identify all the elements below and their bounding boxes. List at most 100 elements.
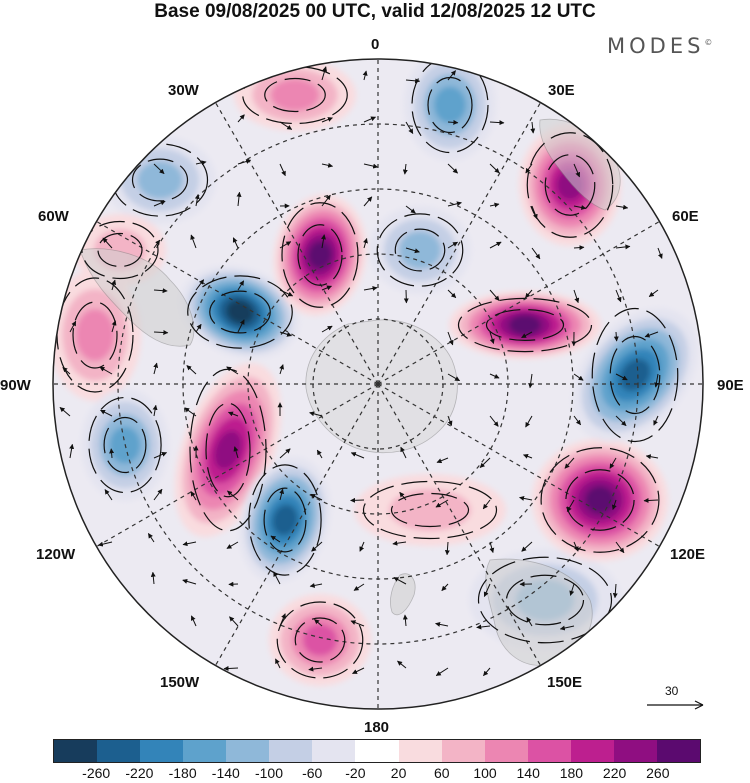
wind-vector — [182, 578, 197, 585]
wind-vector — [482, 499, 491, 510]
anomaly-high-indian-ocean — [532, 439, 668, 561]
colorbar-swatch — [140, 740, 184, 762]
anomaly-low-south-atlantic-west — [180, 265, 300, 359]
wind-vector — [402, 614, 408, 627]
colorbar-tick-label: -140 — [211, 765, 240, 781]
wind-vector — [447, 163, 458, 174]
anomaly-contour — [399, 231, 441, 269]
anomaly-contour — [75, 309, 115, 361]
wind-vector — [279, 289, 294, 297]
land-masses — [79, 118, 621, 666]
colorbar-tick-label: -60 — [302, 765, 323, 781]
streamline — [111, 143, 209, 217]
wind-vector — [321, 234, 326, 249]
map-title: Base 09/08/2025 00 UTC, valid 12/08/2025… — [154, 1, 596, 22]
map-field — [53, 59, 703, 709]
wind-vector — [195, 323, 202, 333]
streamline — [209, 290, 271, 334]
streamline — [591, 307, 679, 443]
wind-vector — [447, 241, 458, 249]
colorbar-tick-label: 180 — [559, 765, 584, 781]
anomaly-contour — [308, 241, 332, 269]
wind-vector — [279, 163, 286, 177]
streamline — [609, 335, 661, 415]
wind-vector — [405, 121, 414, 134]
colorbar-swatch — [226, 740, 270, 762]
wind-vector — [528, 373, 534, 389]
wind-vector — [489, 120, 505, 126]
streamline — [565, 469, 635, 531]
anomaly-high-south-pacific — [273, 194, 367, 316]
wind-vector — [226, 366, 239, 375]
wind-vector — [321, 325, 333, 333]
wind-vector — [273, 571, 281, 585]
streamline — [540, 447, 660, 553]
wind-vector — [363, 163, 379, 169]
wind-vector — [489, 163, 500, 174]
wind-vector — [223, 665, 239, 671]
modes-logo: MODES© — [607, 34, 712, 58]
wind-vector — [573, 541, 579, 552]
meridian-line — [214, 383, 379, 666]
wind-vector — [363, 196, 373, 207]
wind-vector — [104, 489, 113, 501]
wind-vector — [279, 613, 286, 627]
wind-vector — [279, 364, 285, 375]
streamline — [394, 228, 446, 272]
wind-vector — [611, 499, 617, 510]
wind-vector — [615, 373, 628, 381]
wind-vector — [311, 541, 323, 552]
lon-label-150w: 150W — [160, 674, 200, 691]
wind-vector — [228, 411, 239, 417]
wind-vector — [645, 454, 659, 460]
wind-vector — [435, 667, 449, 676]
anomaly-contour — [619, 358, 651, 392]
colorbar-tick-label: 260 — [646, 765, 670, 781]
wind-vector — [237, 114, 245, 123]
meridian-line — [214, 102, 379, 385]
wind-vector — [111, 279, 117, 291]
wind-vector — [321, 194, 331, 207]
wind-vector — [613, 331, 619, 342]
wind-vector — [69, 320, 77, 333]
wind-vector — [489, 289, 500, 301]
wind-vector — [147, 533, 155, 543]
wind-vector — [447, 373, 461, 382]
wind-vector — [573, 205, 587, 210]
wind-vector — [226, 541, 239, 549]
wind-vector — [489, 541, 495, 554]
wind-vector — [531, 205, 538, 220]
wind-vector — [564, 457, 575, 469]
wind-vector — [615, 244, 631, 250]
colorbar-swatch — [441, 740, 485, 762]
streamline — [187, 275, 293, 349]
anomaly-minor-0 — [404, 59, 496, 161]
wind-vector — [195, 160, 207, 166]
wind-vector — [153, 452, 168, 459]
wind-vector — [523, 454, 533, 459]
wind-vector — [609, 457, 617, 469]
wind-vector — [309, 582, 323, 588]
lon-label-180: 180 — [364, 719, 390, 736]
wind-vector — [62, 367, 71, 375]
colorbar-tick-label: -100 — [254, 765, 284, 781]
wind-vector — [362, 70, 368, 81]
wind-vector — [483, 583, 491, 597]
wind-vector — [447, 415, 453, 426]
wind-vector — [525, 415, 533, 428]
anomaly-contour — [389, 489, 471, 531]
wind-vector — [657, 247, 663, 259]
wind-vector — [363, 285, 378, 291]
wind-vector — [350, 620, 365, 627]
lon-label-0: 0 — [371, 36, 380, 53]
meridian-line — [377, 220, 660, 385]
wind-vector — [405, 205, 416, 214]
colorbar-swatch — [656, 740, 700, 762]
wind-vector — [615, 541, 625, 554]
wind-vector — [350, 452, 365, 459]
wind-vector — [489, 373, 500, 379]
colorbar-swatch — [613, 740, 657, 762]
colorbar-tick-label: -220 — [125, 765, 154, 781]
streamline — [526, 132, 614, 238]
